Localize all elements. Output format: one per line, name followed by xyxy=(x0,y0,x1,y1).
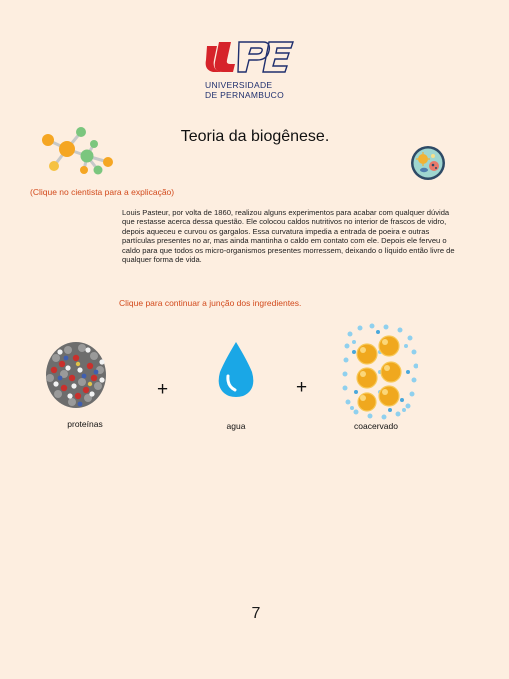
plus-operator: + xyxy=(296,377,308,398)
logo-line-1: UNIVERSIDADE xyxy=(205,80,273,90)
upe-logo: UNIVERSIDADE DE PERNAMBUCO xyxy=(205,40,297,100)
scientist-hint-text: (Clique no cientista para a explicação) xyxy=(30,187,175,197)
microbe-petri-icon[interactable] xyxy=(409,144,447,182)
upe-logo-mark xyxy=(205,41,294,73)
ingredient-label-coacervate: coacervado xyxy=(354,421,398,431)
explanation-text: Louis Pasteur, por volta de 1860, realiz… xyxy=(122,208,455,265)
ingredient-label-water: agua xyxy=(226,421,246,431)
logo-line-2: DE PERNAMBUCO xyxy=(205,90,284,100)
water-drop-icon[interactable] xyxy=(217,340,255,398)
protein-molecule-icon[interactable] xyxy=(42,338,110,412)
plus-operator: + xyxy=(157,379,169,400)
ingredient-label-proteins: proteínas xyxy=(67,419,103,429)
scientist-molecule-icon[interactable] xyxy=(34,122,120,178)
page-title: Teoria da biogênese. xyxy=(180,128,330,145)
coacervate-icon[interactable] xyxy=(342,322,419,420)
continue-hint-link[interactable]: Clique para continuar a junção dos ingre… xyxy=(119,298,302,308)
page-number: 7 xyxy=(251,605,261,622)
